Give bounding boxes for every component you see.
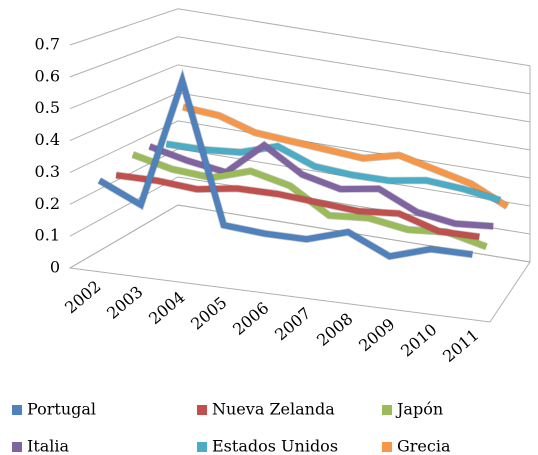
x-tick-label: 2011: [439, 325, 482, 366]
grid-line: [69, 36, 531, 95]
y-tick-label: 0.3: [35, 162, 60, 181]
x-tick-label: 2005: [187, 293, 230, 334]
grid-line: [69, 204, 531, 269]
legend-label: Portugal: [27, 400, 96, 419]
y-tick-label: 0: [50, 258, 60, 277]
legend-label: Estados Unidos: [212, 437, 338, 455]
legend-swatch: [197, 442, 207, 452]
grid-line: [69, 64, 531, 123]
grid-line: [69, 8, 531, 67]
legend-label: Nueva Zelanda: [212, 400, 335, 419]
grid-line: [69, 176, 531, 237]
x-tick-label: 2009: [355, 314, 398, 355]
legend-swatch: [197, 405, 207, 415]
series-line: [115, 172, 480, 240]
series-line: [165, 141, 502, 204]
x-tick-label: 2008: [313, 309, 356, 350]
x-tick-label: 2002: [61, 277, 104, 318]
y-tick-label: 0.5: [35, 98, 60, 117]
x-tick-label: 2007: [271, 304, 314, 345]
x-tick-label: 2004: [145, 287, 188, 328]
legend-label: Japón: [395, 400, 443, 419]
x-tick-label: 2003: [103, 282, 146, 323]
y-tick-label: 0.7: [35, 35, 60, 54]
y-tick-label: 0.1: [35, 226, 60, 245]
x-tick-label: 2010: [397, 320, 440, 361]
legend-swatch: [382, 442, 392, 452]
y-tick-label: 0.2: [35, 194, 60, 213]
legend-swatch: [12, 442, 22, 452]
y-tick-label: 0.4: [35, 130, 60, 149]
x-tick-label: 2006: [229, 298, 272, 339]
legend-label: Italia: [27, 437, 70, 455]
series-line: [97, 70, 473, 260]
legend-swatch: [382, 405, 392, 415]
legend-label: Grecia: [397, 437, 451, 455]
legend-swatch: [12, 405, 22, 415]
series-line: [182, 104, 509, 210]
y-tick-label: 0.6: [35, 66, 60, 85]
